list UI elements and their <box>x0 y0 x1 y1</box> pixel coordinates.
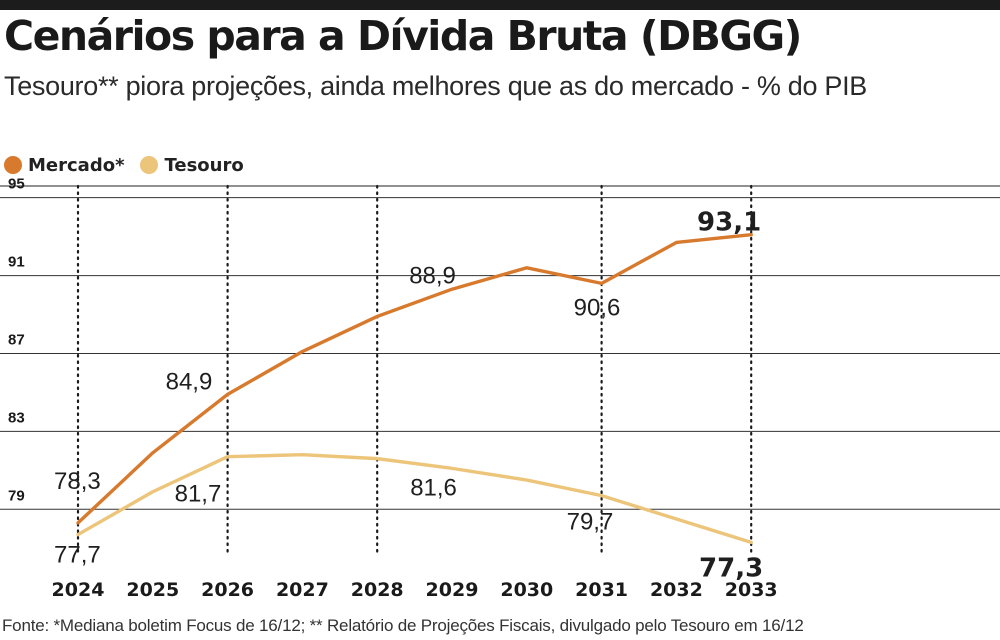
x-tick-label-2029: 2029 <box>426 579 479 601</box>
data-label-mercado-2024: 78,3 <box>54 468 101 495</box>
data-label-mercado-2031: 90,6 <box>574 294 621 321</box>
data-label-tesouro-2033: 77,3 <box>699 553 763 583</box>
data-label-mercado-2026: 84,9 <box>166 368 213 395</box>
series-line-tesouro <box>76 453 753 545</box>
data-label-tesouro-2024: 77,7 <box>54 542 101 569</box>
legend-item-mercado: Mercado* <box>4 155 124 176</box>
y-tick-label-79: 79 <box>8 487 25 504</box>
x-tick-label-2032: 2032 <box>650 579 703 601</box>
legend-swatch-tesouro <box>140 156 159 174</box>
y-tick-label-95: 95 <box>8 176 25 193</box>
legend-label-mercado: Mercado* <box>28 154 125 176</box>
data-label-tesouro-2026: 81,7 <box>175 481 222 508</box>
y-tick-label-87: 87 <box>8 331 25 348</box>
x-tick-label-2031: 2031 <box>575 579 628 601</box>
legend-swatch-mercado <box>4 156 22 174</box>
chart-subtitle: Tesouro** piora projeções, ainda melhore… <box>4 71 868 101</box>
x-tick-label-2026: 2026 <box>201 579 254 601</box>
chart-title: Cenários para a Dívida Bruta (DBGG) <box>4 12 802 60</box>
y-tick-label-83: 83 <box>8 409 25 426</box>
source-note: Fonte: *Mediana boletim Focus de 16/12; … <box>2 616 804 635</box>
top-rule <box>0 0 1000 10</box>
data-label-mercado-2028: 88,9 <box>409 262 456 289</box>
x-tick-label-2030: 2030 <box>500 579 553 601</box>
x-tick-label-2024: 2024 <box>52 579 105 601</box>
x-tick-label-2033: 2033 <box>725 579 778 601</box>
line-chart: 79 83 87 91 95 2024 2025 2026 2027 2028 2029 2030 20… <box>0 176 1000 601</box>
x-tick-label-2027: 2027 <box>276 579 329 601</box>
data-label-tesouro-2031: 79,7 <box>567 509 614 536</box>
y-tick-label-91: 91 <box>8 254 25 271</box>
x-tick-label-2028: 2028 <box>351 579 404 601</box>
x-tick-label-2025: 2025 <box>126 579 179 601</box>
legend-item-tesouro: Tesouro <box>140 154 244 176</box>
series-line-mercado <box>76 232 753 525</box>
data-label-mercado-2033: 93,1 <box>697 208 761 238</box>
legend-label-tesouro: Tesouro <box>164 154 244 176</box>
legend: Mercado* Tesouro <box>4 152 260 178</box>
data-label-tesouro-2028: 81,6 <box>410 475 457 502</box>
